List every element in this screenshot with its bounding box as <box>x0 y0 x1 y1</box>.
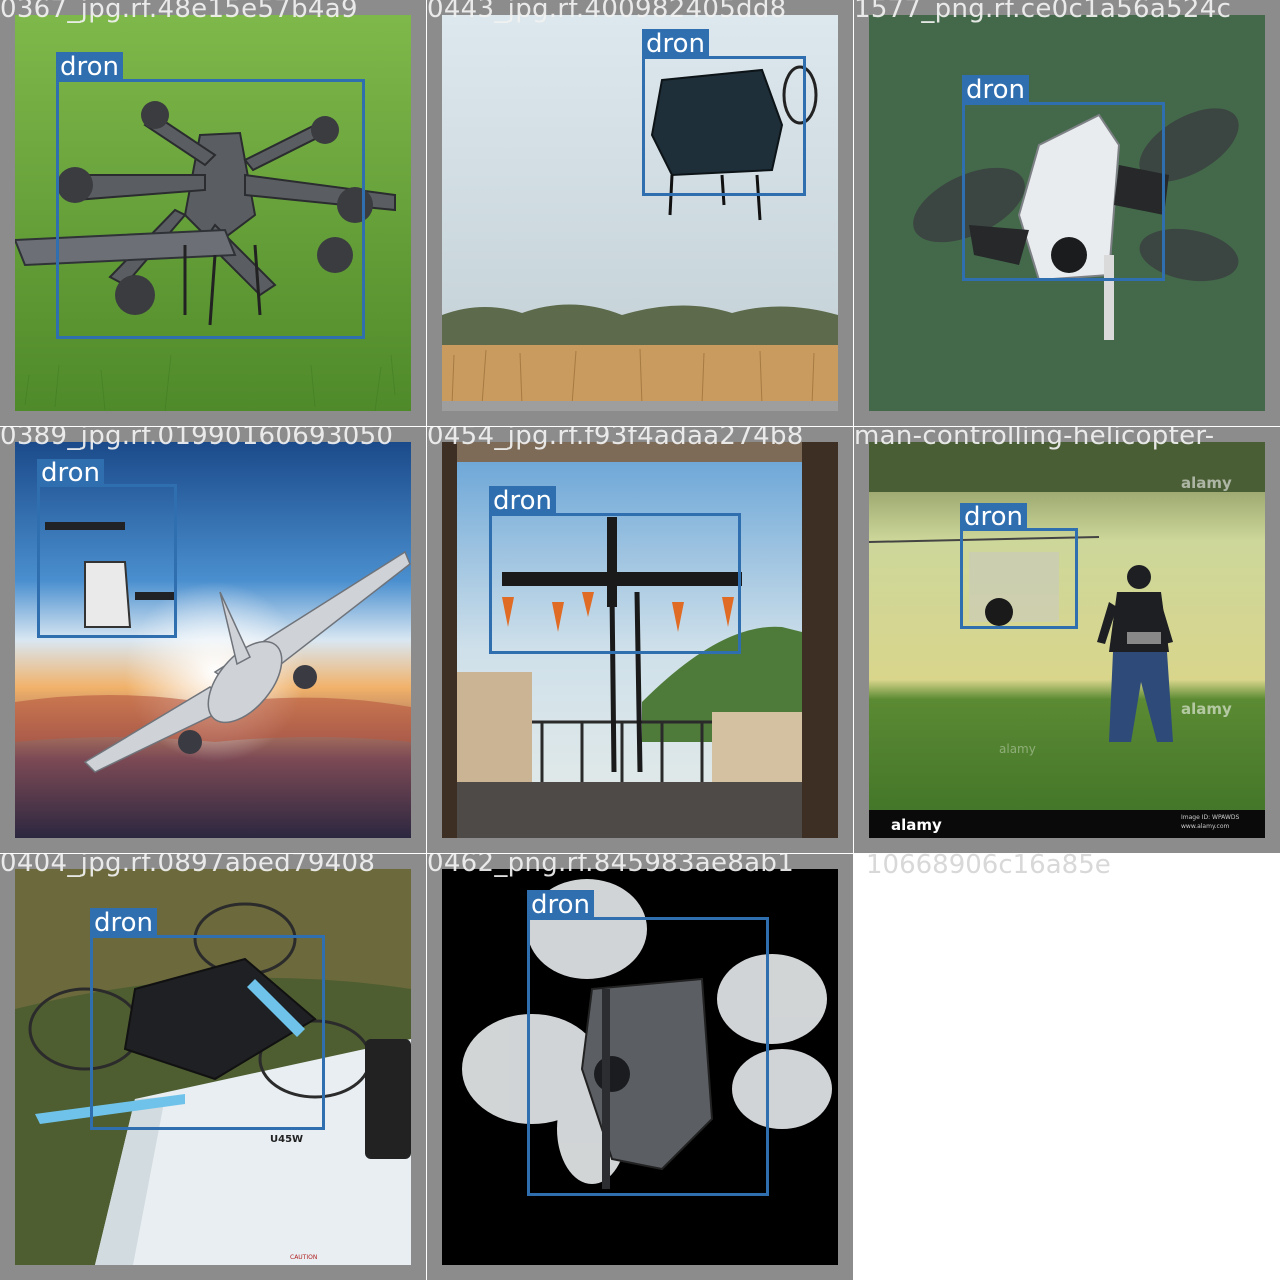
product-caution-text: CAUTION <box>290 1254 318 1261</box>
tile-1: dron 0367_jpg.rf.48e15e57b4a9 <box>0 0 426 426</box>
scene-black-backdrop <box>442 869 838 1265</box>
detection-label-7: dron <box>90 908 158 938</box>
alamy-footer-brand: alamy <box>891 816 942 834</box>
detection-box-6: dron <box>960 503 1078 629</box>
photo-drone-and-airplane <box>15 442 411 838</box>
scene-sky-field <box>442 15 838 411</box>
tile-4: dron 0389_jpg.rf.01990160693050 <box>0 427 426 853</box>
alamy-footer-id: Image ID: WPAWDS <box>1181 814 1240 821</box>
detection-box-1: dron <box>56 52 365 339</box>
tile-2: dron 0443_jpg.rf.400982405dd8 <box>427 0 853 426</box>
watermark-3: alamy <box>999 742 1036 756</box>
detection-box-8: dron <box>527 890 769 1196</box>
detection-box-7: dron <box>90 908 325 1130</box>
scene-park <box>869 442 1265 838</box>
photo-drone-over-field <box>442 15 838 411</box>
detection-label-4: dron <box>37 459 105 487</box>
detection-label-3: dron <box>962 75 1030 105</box>
detection-label-6: dron <box>960 503 1028 531</box>
detection-label-2: dron <box>642 29 710 59</box>
detection-box-5: dron <box>489 486 741 654</box>
tile-7: U45W CAUTION dron 0404_jpg.rf.0897abed79… <box>0 854 426 1280</box>
tile-8: dron 0462_png.rf.845983ae8ab1 <box>427 854 853 1280</box>
watermark-2: alamy <box>1181 700 1232 718</box>
scene-window-view <box>442 442 838 838</box>
detection-box-4: dron <box>37 459 177 638</box>
photo-drone-in-window <box>442 442 838 838</box>
detection-label-8: dron <box>527 890 595 920</box>
tile-5: dron 0454_jpg.rf.f93f4adaa274b8 <box>427 427 853 853</box>
photo-man-controlling-helicopter: alamy alamy alamy alamy Image ID: WPAWDS… <box>869 442 1265 838</box>
detection-label-1: dron <box>56 52 124 82</box>
tile-3: dron 1577_png.rf.ce0c1a56a524c <box>854 0 1280 426</box>
photo-gray-drone-black <box>442 869 838 1265</box>
photo-white-drone-green <box>869 15 1265 411</box>
tail-filename-fragment: 10668906c16a85e <box>866 850 1111 880</box>
alamy-footer-url: www.alamy.com <box>1181 823 1230 830</box>
scene-lawn <box>15 869 411 1265</box>
detection-box-2: dron <box>642 29 806 196</box>
tile-6: alamy alamy alamy alamy Image ID: WPAWDS… <box>854 427 1280 853</box>
product-model-text: U45W <box>270 1134 304 1145</box>
scene-sunset-sky <box>15 442 411 838</box>
photo-quadcopter-on-box: U45W CAUTION <box>15 869 411 1265</box>
detection-label-5: dron <box>489 486 557 516</box>
scene-green-backdrop <box>869 15 1265 411</box>
detection-box-3: dron <box>962 75 1165 281</box>
watermark-1: alamy <box>1181 474 1232 492</box>
